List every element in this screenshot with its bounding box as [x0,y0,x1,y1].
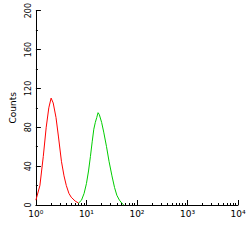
svg-text:0: 0 [24,202,33,207]
svg-text:10¹: 10¹ [79,209,94,219]
svg-text:10³: 10³ [180,209,195,219]
svg-text:40: 40 [24,161,33,171]
svg-text:10⁴: 10⁴ [230,209,245,219]
svg-text:80: 80 [24,122,33,132]
svg-text:10⁰: 10⁰ [28,209,43,219]
svg-text:120: 120 [24,81,33,96]
svg-text:160: 160 [24,42,33,57]
svg-text:10²: 10² [129,209,144,219]
svg-text:200: 200 [24,3,33,18]
svg-text:Counts: Counts [8,92,18,124]
